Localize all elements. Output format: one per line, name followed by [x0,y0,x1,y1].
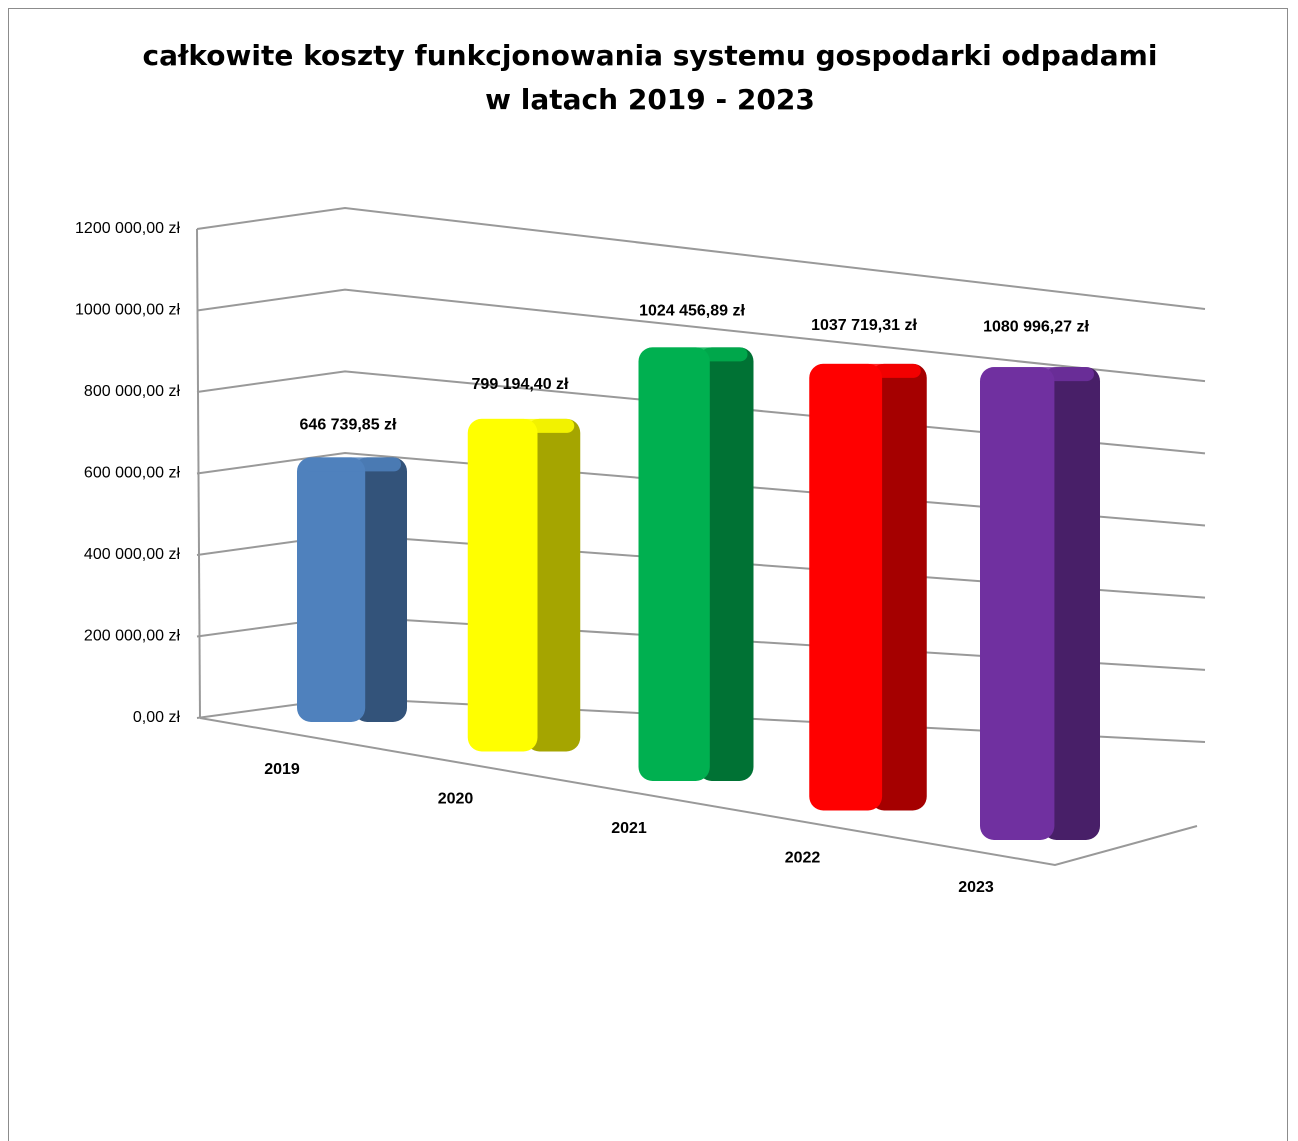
y-tick-label: 600 000,00 zł [84,465,181,482]
x-tick-label: 2022 [785,850,821,867]
chart-frame [8,8,1288,1141]
bar-top [473,418,575,433]
value-label: 646 739,85 zł [300,417,398,434]
y-tick-label: 200 000,00 zł [84,628,181,645]
bar-top [644,347,748,362]
y-tick-label: 1200 000,00 zł [75,220,180,237]
bar [809,363,927,811]
grid-line [196,288,1206,383]
value-label: 1037 719,31 zł [811,317,917,334]
bar-front [297,457,366,722]
y-tick-label: 0,00 zł [133,709,181,726]
x-tick-label: 2020 [438,791,474,808]
x-tick-label: 2021 [611,820,647,837]
x-tick-label: 2019 [264,761,300,778]
bar-side [525,418,581,752]
bar-side [1042,367,1100,840]
bar-side [353,457,407,722]
value-label: 1024 456,89 zł [639,303,745,320]
y-axis [196,228,201,719]
bar [980,367,1100,840]
bar-front [980,367,1055,840]
floor-edge [199,717,1198,867]
y-tick-label: 800 000,00 zł [84,383,181,400]
value-label: 799 194,40 zł [472,376,570,393]
grid-line [196,206,1206,310]
bar-side [870,363,927,811]
bar [467,418,581,752]
x-tick-label: 2023 [958,879,994,896]
bar-top [303,457,401,472]
y-tick-label: 400 000,00 zł [84,546,181,563]
chart-title: całkowite koszty funkcjonowania systemu … [142,39,1158,116]
bar [297,457,407,722]
bar-front [809,363,883,811]
bar-front [638,347,710,781]
value-label: 1080 996,27 zł [983,318,1089,335]
bar-top [815,363,921,378]
bar [638,347,754,781]
bar-front [467,418,538,752]
bar-top [986,367,1094,382]
y-tick-label: 1000 000,00 zł [75,302,180,319]
bar-side [697,347,754,781]
